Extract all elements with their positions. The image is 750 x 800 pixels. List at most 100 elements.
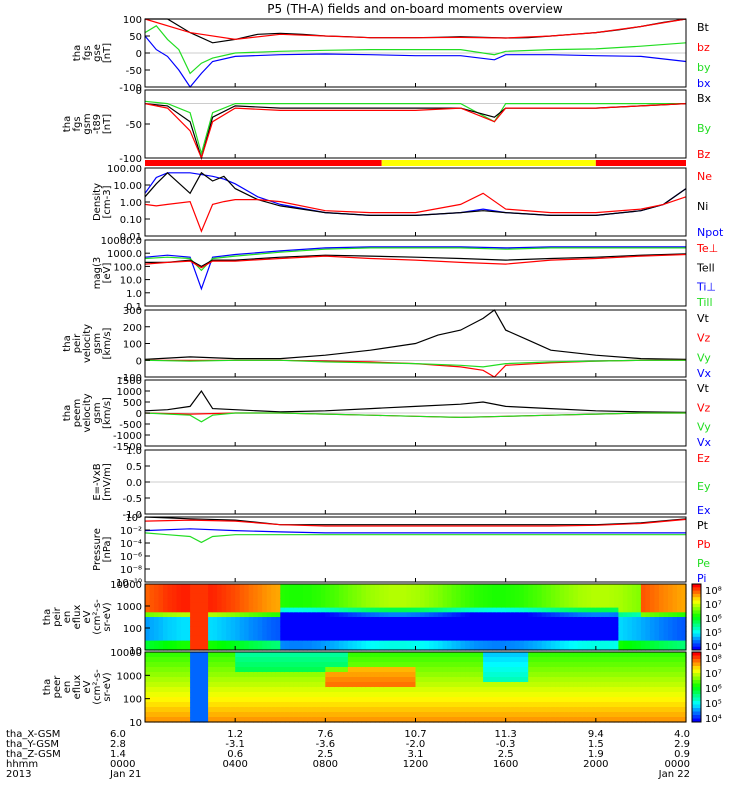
peir_spec-cell — [230, 635, 236, 642]
peer_spec-cell — [253, 707, 259, 713]
xaxis-value: 9.4 — [588, 729, 604, 740]
peer_spec-cell — [370, 692, 376, 698]
peir_spec-cell — [604, 621, 610, 627]
peer_spec-cell — [478, 702, 484, 708]
peir_spec-cell — [609, 598, 615, 604]
peir_spec-colorbar-swatch — [692, 620, 701, 625]
peir_spec-cell — [600, 635, 606, 642]
peir_spec-cell — [244, 617, 250, 623]
peer_spec-cell — [546, 692, 552, 698]
peir_spec-cell — [406, 593, 412, 599]
peir_spec-cell — [478, 588, 484, 594]
peir_spec-cell — [424, 635, 430, 642]
peer_spec-cell — [289, 692, 295, 698]
peer_spec-cell — [172, 672, 178, 678]
peir_spec-cell — [514, 626, 520, 632]
peer_spec-cell — [239, 652, 245, 658]
peer_spec-cell — [424, 667, 430, 673]
peir_spec-cell — [406, 588, 412, 594]
peer_spec-cell — [347, 667, 353, 673]
peer_spec-cell — [253, 717, 259, 723]
peer_spec-cell — [514, 702, 520, 708]
peer_spec-cell — [320, 662, 326, 668]
peir_spec-cell — [248, 631, 254, 637]
peir_spec-cell — [465, 588, 471, 594]
peer_spec-cell — [361, 672, 367, 678]
peer_spec-cell — [604, 717, 610, 723]
peer_spec-cell — [217, 672, 223, 678]
peir_spec-cell — [433, 598, 439, 604]
peer_spec-cell — [181, 712, 187, 718]
peer_spec-cell — [406, 702, 412, 708]
peir_spec-cell — [365, 588, 371, 594]
peer_spec-cell — [266, 687, 272, 693]
peer_spec-cell — [460, 707, 466, 713]
peir_spec-cell — [438, 626, 444, 632]
efield-ytick-label: 0.5 — [126, 462, 142, 473]
peir_spec-cell — [573, 626, 579, 632]
peir_spec-cell — [402, 598, 408, 604]
peir_spec-cell — [356, 621, 362, 627]
xaxis-row-label: hhmm — [6, 759, 38, 770]
peir_spec-cell — [199, 640, 205, 646]
peer_spec-cell — [595, 697, 601, 703]
peir_spec-cell — [275, 635, 281, 642]
peir_spec-cell — [640, 626, 646, 632]
peer_spec-cell — [420, 702, 426, 708]
temperature-legend-3: Till — [696, 296, 713, 309]
peir_spec-cell — [586, 617, 592, 623]
peir_spec-cell — [429, 598, 435, 604]
peir_spec-cell — [456, 598, 462, 604]
peer_spec-cell — [320, 677, 326, 683]
peer_spec-cell — [307, 657, 313, 663]
peir_spec-cell — [618, 640, 624, 646]
peir_spec-cell — [663, 602, 669, 609]
peir_spec-cell — [176, 598, 182, 604]
peir_spec-cell — [519, 635, 525, 642]
peir_spec-cell — [600, 602, 606, 609]
peer_spec-cell — [379, 662, 385, 668]
peer_spec-cell — [640, 687, 646, 693]
peir_spec-cell — [393, 621, 399, 627]
peer_spec-cell — [352, 702, 358, 708]
peir_spec-cell — [451, 631, 457, 637]
peer_spec-cell — [316, 682, 322, 688]
peer_spec-cell — [194, 682, 200, 688]
peer_spec-cell — [622, 702, 628, 708]
peer_spec-cell — [271, 672, 277, 678]
peir_spec-cell — [523, 631, 529, 637]
peer_spec-cell — [577, 677, 583, 683]
peir_spec-cell — [275, 584, 281, 590]
peir_spec-cell — [501, 612, 507, 618]
peer_spec-cell — [681, 662, 687, 668]
peir_spec-cell — [532, 588, 538, 594]
peir_spec-cell — [199, 584, 205, 590]
peir_spec-cell — [212, 631, 218, 637]
peir_spec-cell — [609, 617, 615, 623]
peer_spec-cell — [212, 687, 218, 693]
peir_spec-cell — [325, 621, 331, 627]
peir_spec-cell — [537, 593, 543, 599]
peer_spec-cell — [447, 707, 453, 713]
peer_spec-cell — [302, 652, 308, 658]
peir_spec-cell — [595, 612, 601, 618]
peer_spec-cell — [483, 682, 489, 688]
peer_spec-cell — [541, 667, 547, 673]
peer_spec-cell — [465, 682, 471, 688]
peir_spec-cell — [411, 607, 417, 613]
peir_spec-cell — [208, 640, 214, 646]
peer_spec-cell — [474, 652, 480, 658]
peir_spec-cell — [271, 602, 277, 609]
peer_spec-cell — [609, 672, 615, 678]
peer_spec-cell — [532, 717, 538, 723]
peir_spec-cell — [645, 640, 651, 646]
peer_spec-cell — [262, 697, 268, 703]
peer_spec-cell — [181, 667, 187, 673]
peer_spec-cell — [609, 652, 615, 658]
peir_spec-cell — [320, 640, 326, 646]
peer_spec-cell — [325, 717, 331, 723]
peer_spec-cell — [591, 662, 597, 668]
peir_spec-cell — [406, 640, 412, 646]
peir_spec-cell — [519, 626, 525, 632]
peer_spec-cell — [519, 697, 525, 703]
